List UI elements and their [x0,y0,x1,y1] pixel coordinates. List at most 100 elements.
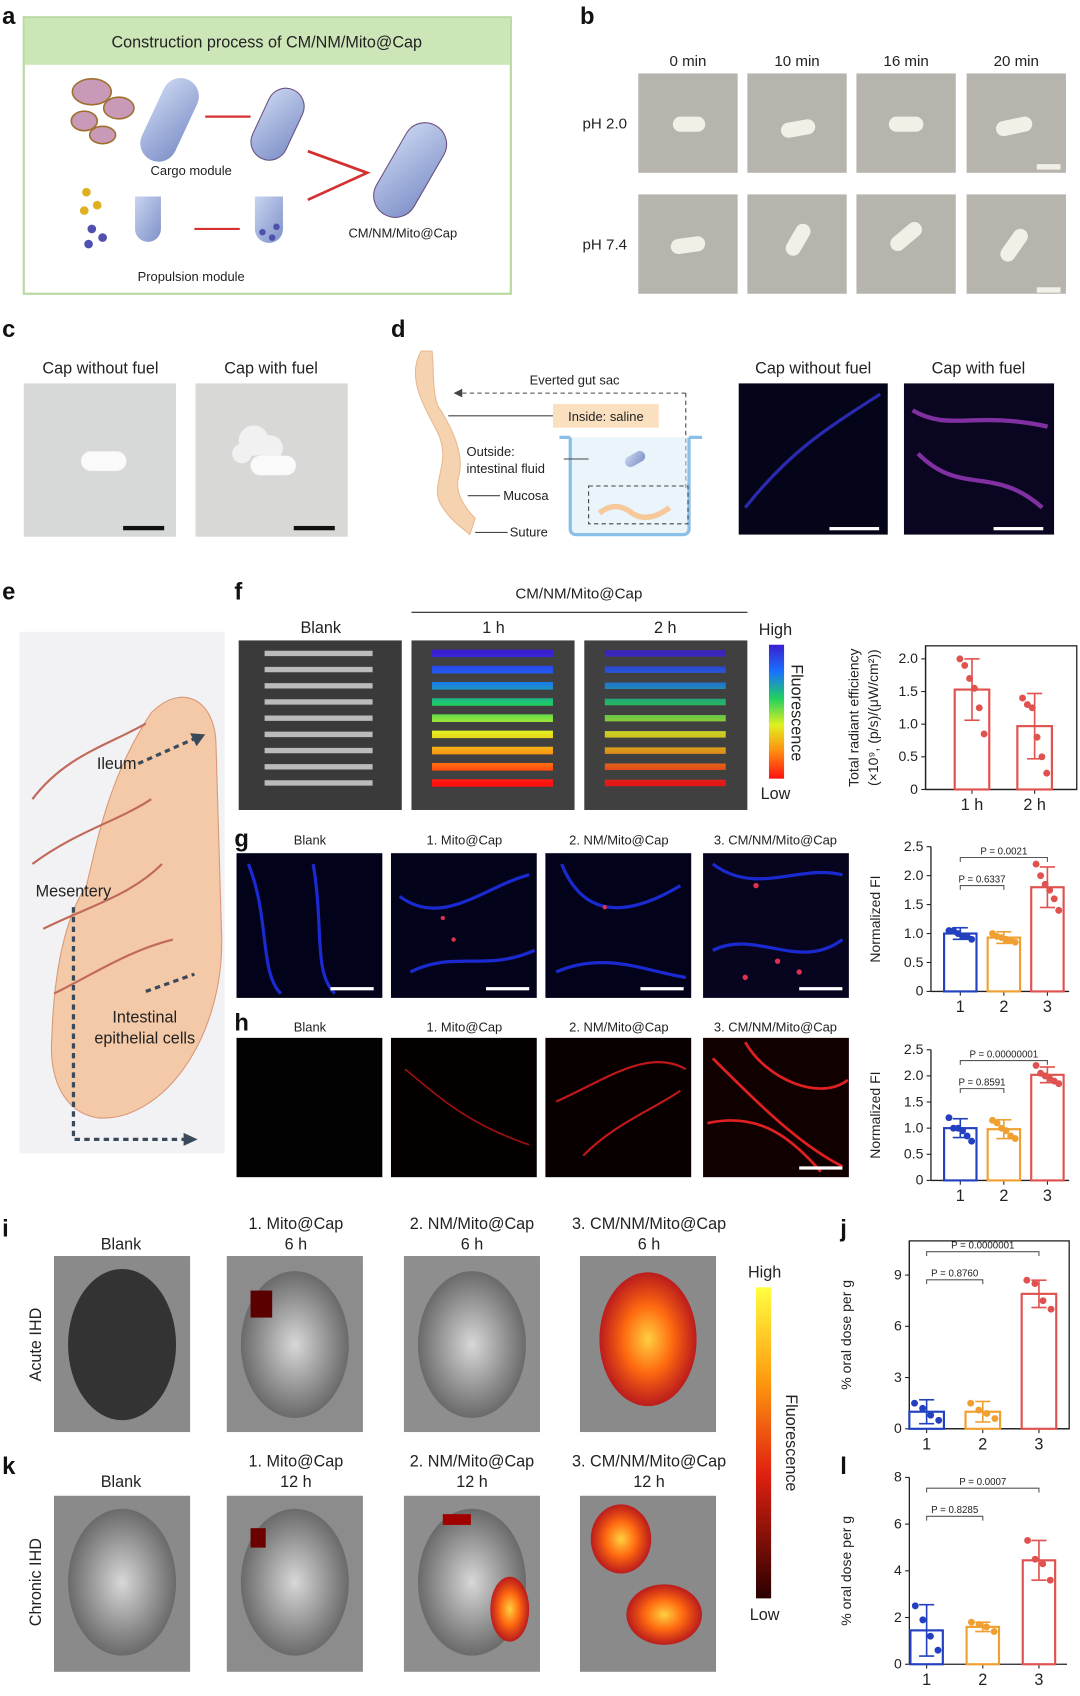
data-point [926,1632,934,1640]
error-bar [919,1398,935,1425]
illustration-rect [250,87,305,161]
data-point [1039,1297,1047,1305]
label: 6 h [461,1236,484,1254]
panel-c: Cap without fuel Cap with fuel [23,360,348,537]
illustration-path [307,149,371,202]
label: pH 7.4 [583,236,628,253]
x-tick-label: 2 h [1023,796,1046,814]
label: d [391,316,406,343]
illustration-rect [81,451,127,471]
data-point [1024,1537,1032,1544]
label: k [2,1453,16,1480]
data-point [1046,1576,1054,1584]
x-tick-label: 3 [1034,1671,1043,1689]
illustration-ellipse [626,1584,702,1645]
illustration-circle [87,224,97,234]
illustration-path [404,1068,530,1146]
label: 10 min [774,53,819,70]
illustration-path [414,350,476,536]
illustration-circle [98,233,107,242]
illustration-path [743,392,882,509]
data-point [1033,733,1041,741]
label: l [840,1453,847,1480]
data-point [1031,1555,1039,1563]
illustration-path [135,196,161,242]
data-point [1037,872,1045,880]
label: Propulsion module [138,269,245,284]
data-point [961,661,969,669]
y-tick-label: 8 [894,1469,902,1485]
significance-bracket [926,1487,1040,1493]
data-point [1038,753,1046,761]
illustration-ellipse [68,1268,177,1421]
illustration-ellipse [490,1576,530,1642]
data-point [983,1623,991,1631]
illustration-ellipse [88,125,117,145]
bar [1030,1073,1065,1182]
label: 3. CM/NM/Mito@Cap [572,1215,726,1233]
panel-f: CM/NM/Mito@Cap Blank 1 h 2 h High Fluore… [238,585,806,810]
illustration-circle [79,206,89,215]
label: 1. Mito@Cap [249,1453,344,1471]
label: Blank [294,1019,327,1034]
label: High [748,1264,781,1282]
data-point [968,935,976,943]
illustration-circle [82,187,91,197]
panel-b: 0 min 10 min 16 min 20 min pH 2.0 pH 7.4 [583,53,1066,294]
p-value: P = 0.0021 [980,846,1027,857]
illustration-rect [738,383,888,535]
illustration-circle [796,969,802,975]
illustration-circle [259,228,266,236]
x-tick-label: 3 [1034,1435,1043,1453]
illustration-g [70,78,135,145]
y-tick-label: 1.5 [904,1093,924,1109]
y-tick-label: 6 [894,1318,902,1334]
y-tick-label: 2.0 [904,1067,924,1083]
label: 6 h [285,1236,308,1254]
illustration-rect [703,1037,849,1178]
y-tick-label: 1.0 [904,925,924,941]
label: Cap without fuel [755,360,871,378]
data-point [967,1399,975,1407]
label: h [234,1009,249,1036]
illustration-rect [236,853,383,998]
illustration-path [254,196,283,243]
illustration-rect [250,1290,273,1318]
label: 2. NM/Mito@Cap [410,1453,534,1471]
data-point [1002,1127,1010,1135]
illustration-g [84,224,107,249]
illustration-rect [486,987,530,991]
data-point [967,1618,975,1626]
label: intestinal fluid [467,461,545,476]
illustration-g [638,73,1066,294]
illustration-line [137,737,196,766]
illustration-circle [232,443,252,464]
label: c [2,316,15,343]
y-tick-label: 0.5 [904,1146,924,1162]
x-tick-label: 2 [999,1187,1008,1205]
y-tick-label: 1.0 [899,715,919,731]
data-point [993,1119,1001,1127]
illustration-rect [1036,287,1061,293]
y-tick-label: 2.0 [899,650,919,666]
illustration-rect [545,1037,692,1178]
data-point [1023,701,1031,709]
panel-i: Blank 1. Mito@Cap 6 h 2. NM/Mito@Cap 6 h… [27,1215,726,1433]
label: f [234,578,242,605]
y-axis-label: % oral dose per g [838,1280,854,1390]
data-point [975,1621,983,1629]
y-tick-label: 2 [894,1609,902,1625]
x-tick-label: 1 [922,1435,931,1453]
label: Low [750,1606,780,1624]
panel-e: Ileum Mesentery Intestinal epithelial ce… [19,631,225,1154]
label: Blank [294,833,327,848]
illustration-ellipse [240,1508,349,1656]
data-point [983,1409,991,1417]
bar [1020,1292,1058,1430]
illustration-circle [92,200,102,210]
p-value: P = 0.0000001 [951,1240,1014,1251]
illustration-rect [780,119,816,138]
illustration-circle [742,974,748,981]
illustration-polygon [453,388,463,398]
